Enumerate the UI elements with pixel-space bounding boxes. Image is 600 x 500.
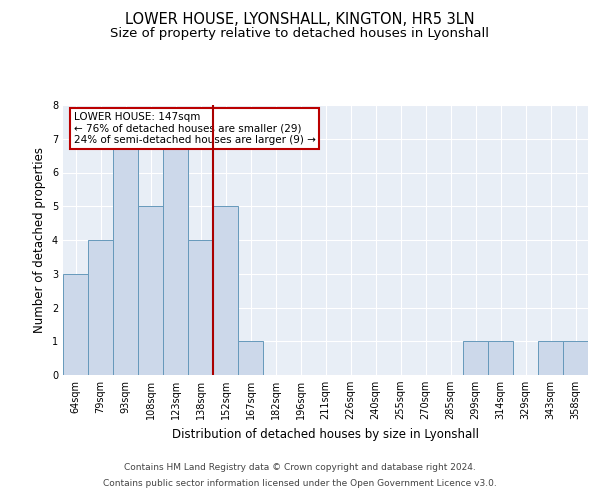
Text: Contains HM Land Registry data © Crown copyright and database right 2024.: Contains HM Land Registry data © Crown c…	[124, 464, 476, 472]
X-axis label: Distribution of detached houses by size in Lyonshall: Distribution of detached houses by size …	[172, 428, 479, 440]
Bar	[213, 206, 238, 375]
Y-axis label: Number of detached properties: Number of detached properties	[34, 147, 46, 333]
Bar	[538, 341, 563, 375]
Bar	[113, 138, 138, 375]
Bar	[488, 341, 513, 375]
Bar	[188, 240, 213, 375]
Text: LOWER HOUSE: 147sqm
← 76% of detached houses are smaller (29)
24% of semi-detach: LOWER HOUSE: 147sqm ← 76% of detached ho…	[74, 112, 316, 145]
Bar	[63, 274, 88, 375]
Bar	[138, 206, 163, 375]
Bar	[463, 341, 488, 375]
Bar	[563, 341, 588, 375]
Bar	[238, 341, 263, 375]
Bar	[163, 138, 188, 375]
Text: Size of property relative to detached houses in Lyonshall: Size of property relative to detached ho…	[110, 28, 490, 40]
Bar	[88, 240, 113, 375]
Text: LOWER HOUSE, LYONSHALL, KINGTON, HR5 3LN: LOWER HOUSE, LYONSHALL, KINGTON, HR5 3LN	[125, 12, 475, 28]
Text: Contains public sector information licensed under the Open Government Licence v3: Contains public sector information licen…	[103, 478, 497, 488]
